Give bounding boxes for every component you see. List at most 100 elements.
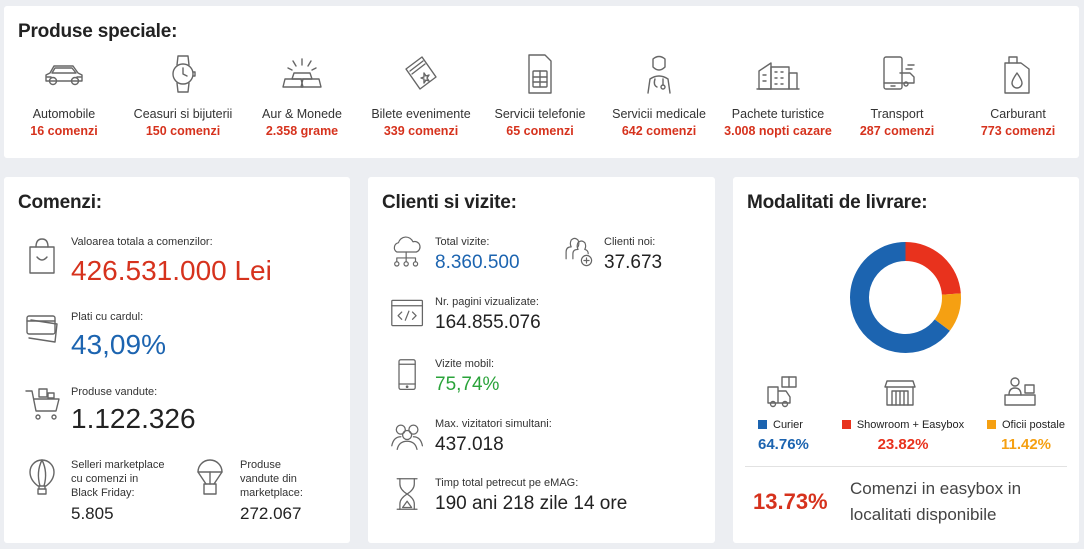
add-user-icon (565, 237, 593, 267)
products-sold: Produse vandute: 1.122.326 (24, 385, 344, 440)
products-sold-value: 1.122.326 (71, 403, 196, 434)
product-count: 339 comenzi (383, 124, 459, 138)
total-orders-amount: 426.531.000 Lei (71, 255, 272, 286)
legend-showroom-label: Showroom + Easybox (856, 419, 965, 431)
product-count: 2.358 grame (265, 124, 339, 138)
clients-visits-title: Clienti si vizite: (382, 192, 517, 213)
product-name: Transport (870, 107, 924, 121)
new-clients: Clienti noi: 37.673 (561, 235, 711, 280)
easybox-text-2: localitati disponibile (850, 505, 997, 524)
card-payments-value: 43,09% (71, 329, 166, 360)
product-count: 16 comenzi (30, 124, 98, 138)
product-tickets[interactable]: Bilete evenimente 339 comenzi (362, 51, 480, 138)
marketplace-sellers-label-3: Black Friday: (71, 487, 135, 499)
marketplace-sellers: Selleri marketplace cu comenzi in Black … (24, 458, 184, 533)
product-name: Carburant (990, 107, 1046, 121)
watch-icon (172, 55, 196, 93)
product-count: 287 comenzi (859, 124, 935, 138)
legend-post-office-swatch (987, 420, 996, 429)
legend-post-office-value: 11.42% (1000, 436, 1052, 453)
marketplace-products-label-1: Produse (240, 459, 281, 471)
total-time-spent-value: 190 ani 218 zile 14 ore (435, 493, 628, 514)
cloud-network-icon (393, 236, 421, 267)
product-travel[interactable]: Pachete turistice 3.008 nopti cazare (719, 51, 837, 138)
marketplace-products-label-2: vandute din (240, 473, 297, 485)
legend-showroom-value: 23.82% (877, 436, 929, 453)
product-name: Aur & Monede (262, 107, 342, 121)
total-visits-value: 8.360.500 (435, 252, 520, 273)
gold-bars-icon (282, 58, 322, 88)
total-orders-value: Valoarea totala a comenzilor: 426.531.00… (24, 235, 344, 295)
delivery-donut-chart (850, 242, 961, 353)
pages-viewed-value: 164.855.076 (435, 312, 541, 333)
new-clients-value: 37.673 (604, 252, 663, 273)
product-automobile[interactable]: Automobile 16 comenzi (5, 51, 123, 138)
sim-card-icon (528, 54, 552, 94)
legend-showroom-swatch (841, 420, 851, 429)
marketplace-sellers-label-1: Selleri marketplace (71, 459, 165, 471)
product-name: Bilete evenimente (371, 107, 471, 121)
product-name: Pachete turistice (731, 107, 825, 121)
product-medical[interactable]: Servicii medicale 642 comenzi (600, 51, 718, 138)
product-count: 773 comenzi (980, 124, 1056, 138)
post-office-icon (1004, 377, 1036, 406)
marketplace-products-value: 272.067 (240, 504, 302, 523)
legend-courier: Curier 64.76% (758, 419, 809, 453)
delivery-title: Modalitati de livrare: (747, 192, 928, 213)
legend-post-office-label: Oficii postale (1002, 419, 1065, 431)
total-time-spent: Timp total petrecut pe eMAG: 190 ani 218… (390, 476, 710, 521)
new-clients-label: Clienti noi: (604, 236, 656, 248)
marketplace-sellers-value: 5.805 (71, 504, 114, 523)
mobile-phone-icon (398, 359, 416, 391)
shopping-bag-icon (29, 238, 55, 274)
legend-courier-value: 64.76% (758, 436, 809, 453)
product-count: 642 comenzi (621, 124, 697, 138)
doctor-icon (647, 55, 671, 94)
product-name: Servicii telefonie (494, 107, 586, 121)
total-visits-label: Total vizite: (435, 236, 490, 248)
card-payments-label: Plati cu cardul: (71, 311, 144, 323)
total-time-spent-label: Timp total petrecut pe eMAG: (435, 477, 579, 489)
product-name: Servicii medicale (612, 107, 706, 121)
pages-viewed-label: Nr. pagini vizualizate: (435, 296, 539, 308)
max-simultaneous-visitors-label: Max. vizitatori simultani: (435, 418, 552, 430)
mobile-visits: Vizite mobil: 75,74% (390, 357, 710, 402)
legend-courier-swatch (758, 420, 767, 429)
car-icon (45, 65, 83, 86)
orders-title: Comenzi: (18, 192, 102, 213)
donut-slice-courier (850, 242, 950, 353)
parachute-box-icon (197, 459, 223, 495)
delivery-card: Modalitati de livrare: Curier 64.76% Sho… (733, 177, 1079, 543)
products-sold-label: Produse vandute: (71, 386, 158, 398)
marketplace-products-label-3: marketplace: (240, 487, 303, 499)
product-transport[interactable]: Transport 287 comenzi (838, 51, 956, 138)
pages-viewed: Nr. pagini vizualizate: 164.855.076 (390, 295, 710, 340)
card-payments: Plati cu cardul: 43,09% (24, 310, 344, 365)
cart-icon (25, 388, 60, 420)
hotel-icon (756, 62, 800, 90)
ticket-icon (405, 56, 437, 90)
donut-slice-post-office (934, 293, 961, 331)
product-fuel[interactable]: Carburant 773 comenzi (959, 51, 1077, 138)
special-products-card: Produse speciale: Automobile 16 comenzi … (4, 6, 1079, 158)
total-orders-label: Valoarea totala a comenzilor: (71, 236, 213, 248)
donut-slice-showroom (905, 242, 961, 296)
transport-icon (883, 56, 915, 90)
product-watches[interactable]: Ceasuri si bijuterii 150 comenzi (124, 51, 242, 138)
product-telephony[interactable]: Servicii telefonie 65 comenzi (481, 51, 599, 138)
mobile-visits-value: 75,74% (435, 374, 500, 395)
special-products-title: Produse speciale: (18, 21, 178, 42)
legend-divider (745, 466, 1067, 467)
product-name: Ceasuri si bijuterii (133, 107, 233, 121)
code-window-icon (391, 299, 424, 327)
fuel-can-icon (1004, 56, 1030, 94)
legend-showroom: Showroom + Easybox 23.82% (838, 419, 968, 453)
product-gold[interactable]: Aur & Monede 2.358 grame (243, 51, 361, 138)
legend-courier-label: Curier (773, 419, 803, 431)
product-name: Automobile (32, 107, 96, 121)
hourglass-icon (396, 478, 418, 510)
credit-card-icon (26, 315, 58, 343)
product-count: 3.008 nopti cazare (724, 124, 832, 138)
users-group-icon (391, 424, 424, 451)
easybox-value: 13.73% (753, 489, 828, 514)
